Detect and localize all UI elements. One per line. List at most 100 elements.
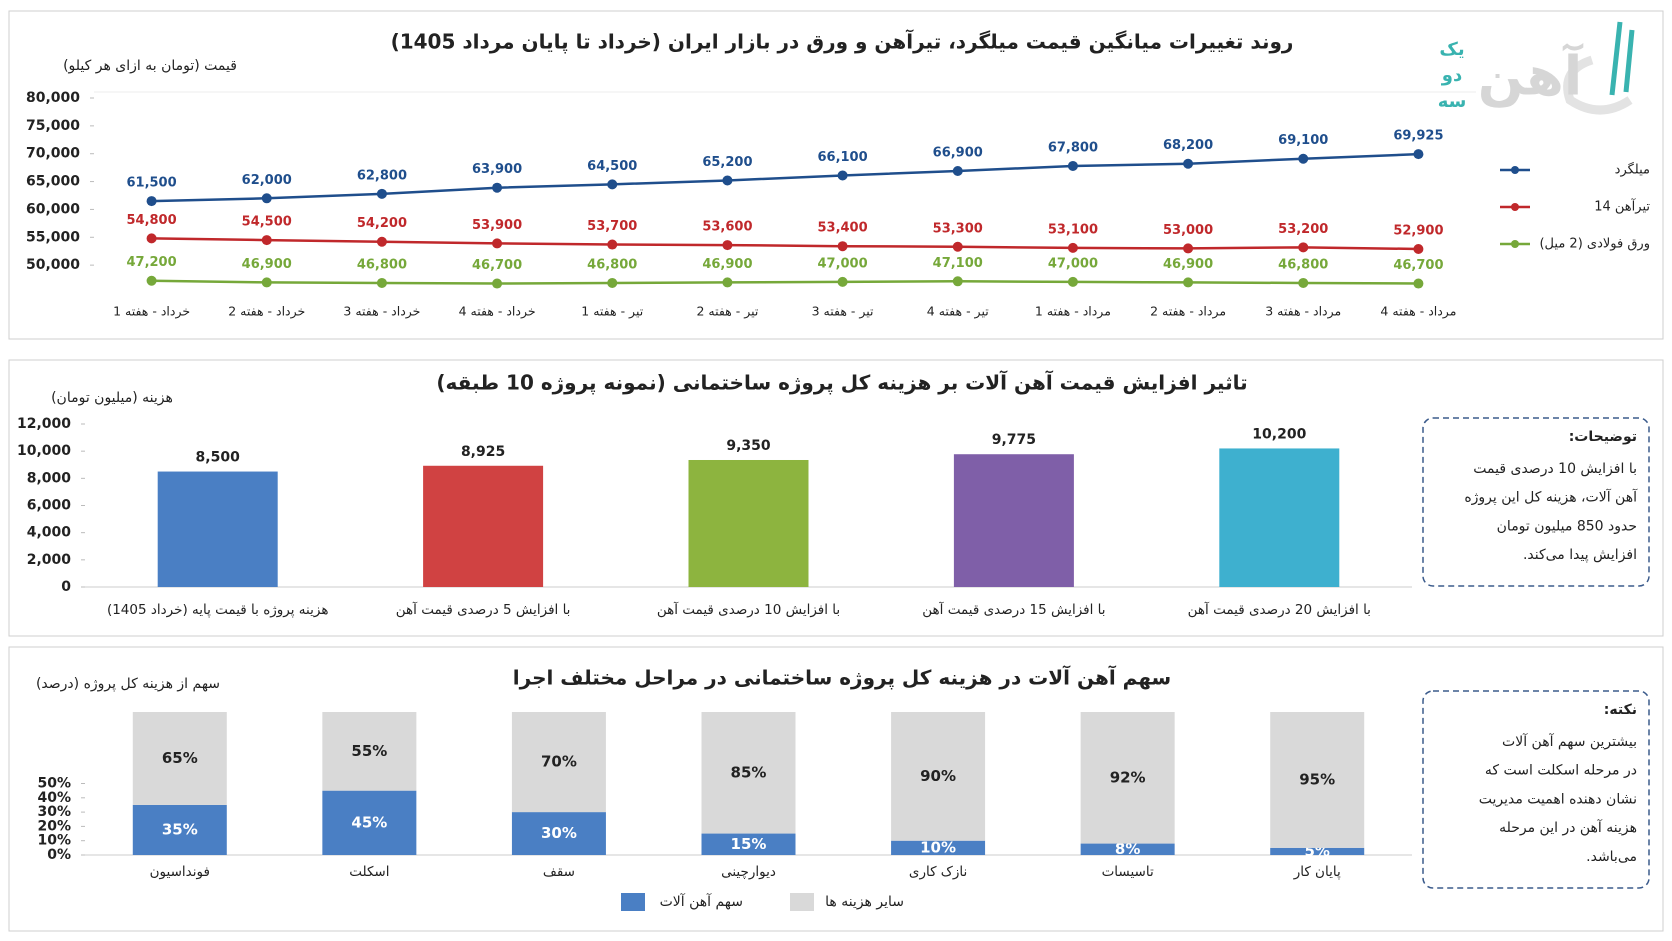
point (952, 241, 963, 252)
line (151, 152, 1419, 203)
point (1413, 278, 1424, 289)
y-tick-label: 75,000 (26, 118, 80, 134)
data-label: 53,000 (1163, 223, 1213, 238)
bar-segment (891, 840, 986, 855)
point (376, 277, 387, 288)
data-label: 9,350 (726, 438, 771, 454)
point (1067, 160, 1078, 171)
data-label: 53,900 (472, 218, 522, 233)
x-tick-label: هزینه پروژه با قیمت پایه (خرداد 1405) (107, 602, 329, 618)
note-title: نکته: (1604, 702, 1637, 718)
data-label: 65,200 (702, 155, 752, 170)
y-tick-label: 60,000 (26, 201, 80, 217)
y-axis-label: هزینه (میلیون تومان) (51, 390, 173, 406)
logo-tagline: سه (1438, 91, 1467, 112)
legend-label: ورق فولادی (2 میل) (1539, 237, 1650, 252)
note-box (1422, 690, 1650, 889)
x-tick-label: مرداد - هفته 1 (1035, 304, 1111, 320)
x-tick-label: دیوارچینی (721, 864, 776, 880)
x-tick-label: مرداد - هفته 4 (1380, 304, 1456, 320)
data-label: 15% (731, 835, 767, 853)
bar-segment (322, 790, 417, 855)
legend-marker (1511, 240, 1519, 248)
y-tick-label: 0% (47, 847, 71, 863)
x-tick-label: فونداسیون (150, 864, 210, 880)
legend-label: تیرآهن 14 (1594, 198, 1650, 215)
x-tick-label: تیر - هفته 2 (696, 304, 758, 320)
point (492, 278, 503, 289)
data-label: 95% (1299, 770, 1335, 788)
y-axis-label: سهم از هزینه کل پروژه (درصد) (36, 676, 220, 692)
bar-segment (1080, 712, 1175, 844)
chart-title: سهم آهن آلات در هزینه کل پروژه ساختمانی … (513, 665, 1171, 691)
point (1298, 153, 1309, 164)
legend-swatch (621, 893, 645, 911)
x-tick-label: خرداد - هفته 4 (459, 304, 536, 320)
point (1413, 149, 1424, 160)
y-tick-label: 6,000 (27, 498, 72, 514)
line (151, 279, 1419, 285)
bar (157, 471, 278, 587)
logo: آهن یک دو سه (1438, 21, 1635, 115)
panel (8, 646, 1664, 932)
data-label: 62,000 (242, 173, 292, 188)
bar-segment (511, 712, 606, 813)
bar-segment (1270, 847, 1365, 855)
data-label: 53,400 (817, 221, 867, 236)
y-tick-label: 30% (37, 804, 71, 820)
point (1183, 158, 1194, 169)
data-label: 10,200 (1252, 426, 1306, 442)
x-tick-label: مرداد - هفته 3 (1265, 304, 1341, 320)
legend-marker (1511, 203, 1519, 211)
point (376, 236, 387, 247)
data-label: 54,800 (126, 213, 176, 228)
point (952, 165, 963, 176)
bar-segment (1080, 843, 1175, 855)
y-tick-label: 65,000 (26, 174, 80, 190)
data-label: 46,900 (702, 257, 752, 272)
y-tick-label: 80,000 (26, 90, 80, 106)
data-label: 54,500 (242, 215, 292, 230)
note-line: نشان دهنده اهمیت مدیریت (1479, 791, 1637, 807)
point (1183, 277, 1194, 288)
point (1413, 243, 1424, 254)
point (146, 275, 157, 286)
bar (1219, 448, 1340, 587)
y-tick-label: 10,000 (17, 443, 71, 459)
data-label: 53,300 (933, 221, 983, 236)
data-label: 53,200 (1278, 222, 1328, 237)
note-box (1422, 417, 1650, 587)
data-label: 9,775 (992, 432, 1036, 448)
y-tick-label: 0 (61, 579, 71, 595)
point (837, 241, 848, 252)
note-title: توضیحات: (1569, 429, 1637, 445)
x-tick-label: تیر - هفته 3 (812, 304, 874, 320)
data-label: 46,800 (587, 257, 637, 272)
data-label: 54,200 (357, 216, 407, 231)
data-label: 69,100 (1278, 133, 1328, 148)
x-tick-label: سقف (543, 864, 575, 880)
y-tick-label: 40% (37, 790, 71, 806)
data-label: 69,925 (1393, 129, 1443, 144)
y-tick-label: 70,000 (26, 146, 80, 162)
x-tick-label: خرداد - هفته 3 (343, 304, 420, 320)
x-tick-label: تیر - هفته 1 (581, 304, 643, 320)
data-label: 46,900 (242, 257, 292, 272)
legend-swatch (790, 893, 814, 911)
chart-title: تاثیر افزایش قیمت آهن آلات بر هزینه کل پ… (436, 370, 1247, 396)
point (1067, 276, 1078, 287)
data-label: 47,100 (933, 256, 983, 271)
data-label: 66,900 (933, 145, 983, 160)
note-line: می‌باشد. (1586, 849, 1637, 865)
x-tick-label: پایان کار (1293, 864, 1341, 880)
legend-label: سایر هزینه ها (825, 894, 904, 910)
x-tick-label: خرداد - هفته 2 (228, 304, 305, 320)
y-tick-label: 50% (37, 776, 71, 792)
data-label: 46,800 (357, 257, 407, 272)
point (261, 277, 272, 288)
chart-title: روند تغییرات میانگین قیمت میلگرد، تیرآهن… (391, 29, 1294, 55)
data-label: 62,800 (357, 168, 407, 183)
legend-label: سهم آهن آلات (660, 893, 743, 910)
bar (953, 454, 1074, 587)
